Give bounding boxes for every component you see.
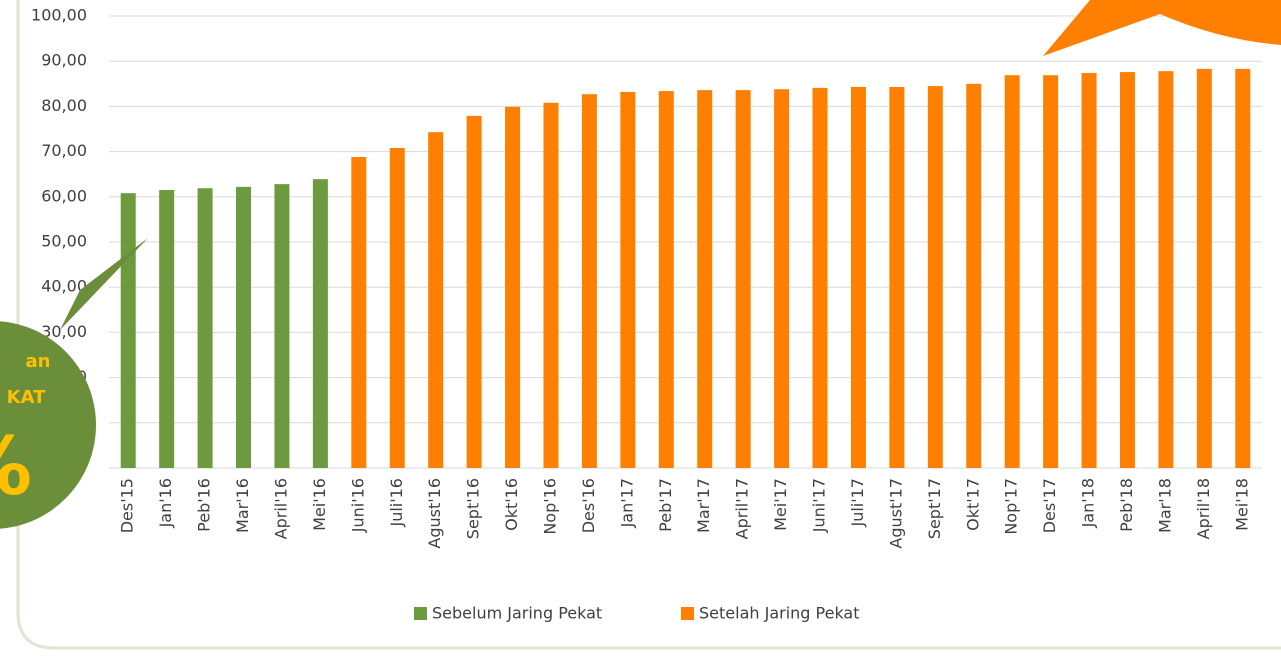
x-tick-label: Mar'17	[694, 478, 713, 533]
bar	[505, 106, 521, 469]
bar	[658, 91, 674, 469]
plot-area: 0,0010,0020,0030,0040,0050,0060,0070,008…	[31, 6, 1262, 623]
x-tick-label: Sept'17	[925, 478, 944, 539]
x-tick-label: Juli'17	[848, 478, 867, 528]
callout-tail	[60, 238, 148, 330]
x-tick-label: April'17	[733, 478, 752, 539]
legend-label: Setelah Jaring Pekat	[699, 604, 860, 623]
y-tick-label: 90,00	[41, 51, 87, 70]
callouts: an KAT %	[0, 0, 1281, 529]
x-tick-label: April'16	[271, 478, 290, 539]
callout-text: KAT	[7, 387, 46, 408]
y-tick-label: 60,00	[41, 186, 87, 205]
bar	[159, 190, 175, 468]
bar	[236, 186, 252, 468]
bar	[466, 115, 482, 468]
bar	[927, 86, 943, 468]
x-tick-label: Mei'18	[1232, 478, 1251, 531]
bar	[120, 193, 136, 468]
x-tick-label: Peb'17	[656, 478, 675, 532]
x-tick-label: Peb'16	[195, 478, 214, 532]
bar	[620, 91, 636, 468]
x-tick-label: Juni'17	[810, 478, 829, 533]
legend-swatch	[414, 607, 427, 620]
bar	[197, 188, 213, 468]
x-tick-label: Agust'16	[425, 478, 444, 549]
callout-bubble	[1043, 0, 1281, 56]
x-tick-label: April'18	[1194, 478, 1213, 539]
x-tick-label: Sept'16	[464, 478, 483, 539]
bar	[1196, 68, 1212, 468]
y-tick-label: 50,00	[41, 232, 87, 251]
bar	[581, 94, 597, 469]
x-tick-label: Mar'18	[1155, 478, 1174, 533]
panel-border	[16, 0, 1281, 650]
bar	[389, 147, 405, 468]
x-tick-label: Nop'17	[1002, 478, 1021, 535]
x-tick-label: Des'17	[1040, 478, 1059, 533]
bar	[966, 83, 982, 469]
x-tick-label: Nop'16	[540, 478, 559, 535]
bar	[735, 90, 751, 469]
legend-swatch	[681, 607, 694, 620]
bar	[850, 86, 866, 469]
x-tick-label: Mei'17	[771, 478, 790, 531]
x-tick-label: Mei'16	[310, 478, 329, 531]
callout-text: an	[26, 351, 51, 372]
x-tick-label: Peb'18	[1117, 478, 1136, 532]
bar	[543, 102, 559, 468]
bar	[1004, 75, 1020, 468]
callout-text: %	[0, 420, 32, 513]
x-tick-label: Des'16	[579, 478, 598, 533]
bar	[312, 179, 328, 468]
y-tick-label: 80,00	[41, 96, 87, 115]
x-tick-label: Agust'17	[886, 478, 905, 549]
legend-label: Sebelum Jaring Pekat	[432, 604, 602, 623]
bar	[428, 132, 444, 468]
bar	[274, 184, 290, 469]
bar	[812, 87, 828, 469]
x-tick-label: Okt'17	[963, 478, 982, 531]
bar	[1043, 75, 1059, 468]
y-tick-label: 30,00	[41, 322, 87, 341]
x-tick-label: Mar'16	[233, 478, 252, 533]
bar	[697, 90, 713, 469]
x-tick-label: Jan'16	[156, 478, 175, 528]
callout-bubble	[0, 321, 96, 529]
bar	[351, 157, 367, 469]
y-tick-label: 40,00	[41, 277, 87, 296]
y-tick-label: 100,00	[31, 6, 87, 25]
x-tick-label: Jan'18	[1079, 478, 1098, 528]
bar	[774, 89, 790, 468]
x-tick-label: Jan'17	[617, 478, 636, 528]
x-tick-label: Juli'16	[387, 478, 406, 528]
bar	[1081, 72, 1097, 469]
bar	[889, 86, 905, 469]
x-tick-label: Des'15	[118, 478, 137, 533]
x-tick-label: Okt'16	[502, 478, 521, 531]
bar	[1235, 68, 1251, 468]
x-tick-label: Juni'16	[348, 478, 367, 533]
bar	[1158, 71, 1174, 469]
bar	[1119, 72, 1135, 468]
y-tick-label: 70,00	[41, 141, 87, 160]
